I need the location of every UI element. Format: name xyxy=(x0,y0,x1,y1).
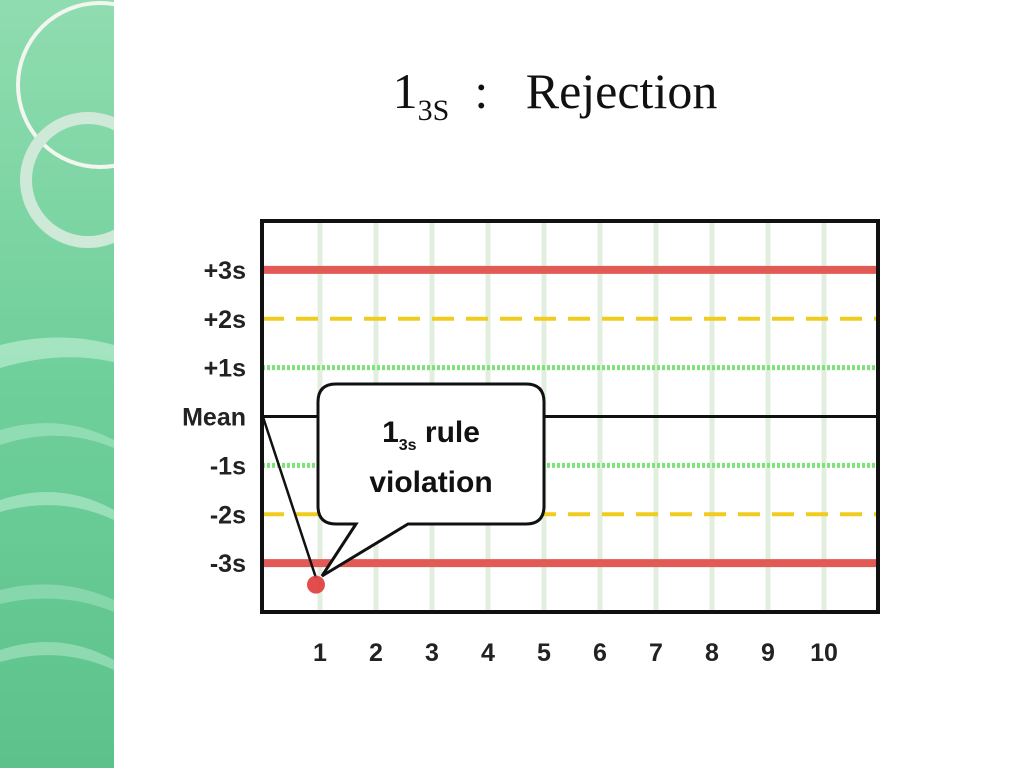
y-tick-label: +3s xyxy=(204,257,246,285)
callout-line-1: 13s rule xyxy=(382,416,480,454)
y-tick-labels: +3s +2s +1s Mean -1s -2s -3s xyxy=(182,257,246,578)
slide-title: 13S : Rejection xyxy=(0,62,1024,128)
x-tick-label: 3 xyxy=(425,639,439,667)
x-tick-label: 5 xyxy=(537,639,551,667)
x-tick-labels: 1 2 3 4 5 6 7 8 9 10 xyxy=(313,639,838,667)
y-tick-label: -3s xyxy=(210,550,246,578)
violation-point xyxy=(307,575,325,594)
title-rest: : Rejection xyxy=(449,63,718,119)
callout-rule-rest: rule xyxy=(417,416,480,449)
x-tick-label: 7 xyxy=(649,639,663,667)
y-tick-label: -2s xyxy=(210,501,246,529)
callout-line-2: violation xyxy=(369,466,492,499)
x-tick-label: 10 xyxy=(810,639,838,667)
x-tick-label: 6 xyxy=(593,639,607,667)
sidebar-art xyxy=(0,0,184,768)
y-tick-label: +2s xyxy=(204,306,246,334)
x-tick-label: 9 xyxy=(761,639,775,667)
title-subscript: 3S xyxy=(417,94,450,127)
y-tick-label: +1s xyxy=(204,355,246,383)
decorative-sidebar xyxy=(0,0,184,768)
y-tick-label: Mean xyxy=(182,404,246,432)
x-tick-label: 8 xyxy=(705,639,719,667)
x-tick-label: 4 xyxy=(481,639,495,667)
violation-callout: 13s rule violation xyxy=(260,382,546,579)
callout-rule-sub: 3s xyxy=(399,437,417,454)
x-tick-label: 1 xyxy=(313,639,327,667)
y-tick-label: -1s xyxy=(210,452,246,480)
mean-leader-line xyxy=(260,413,318,579)
title-main: 1 xyxy=(392,63,418,119)
data-points xyxy=(307,575,325,594)
callout-rule-main: 1 xyxy=(382,416,399,449)
x-tick-label: 2 xyxy=(369,639,383,667)
callout-bubble xyxy=(316,382,546,578)
